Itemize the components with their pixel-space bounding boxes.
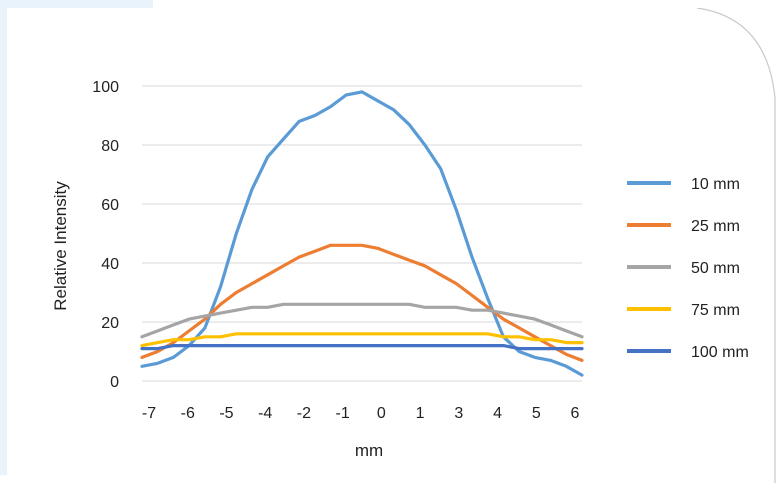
legend-label-75-mm: 75 mm bbox=[691, 302, 740, 319]
y-tick-label: 40 bbox=[101, 256, 119, 273]
series-line-50-mm bbox=[140, 302, 584, 339]
card-corner-border bbox=[696, 8, 776, 483]
x-tick-label: -2 bbox=[297, 405, 311, 422]
x-tick-label: 1 bbox=[416, 405, 425, 422]
x-tick-label: -1 bbox=[336, 405, 350, 422]
x-tick-label: -5 bbox=[219, 405, 233, 422]
x-tick-label: 4 bbox=[493, 405, 502, 422]
legend-label-50-mm: 50 mm bbox=[691, 260, 740, 277]
y-tick-label: 20 bbox=[101, 315, 119, 332]
series-line-100-mm bbox=[140, 344, 584, 351]
series-line-25-mm bbox=[140, 243, 584, 362]
y-tick-label: 80 bbox=[101, 138, 119, 155]
x-axis-title: mm bbox=[355, 441, 383, 460]
x-tick-label: 0 bbox=[377, 405, 386, 422]
legend-label-100-mm: 100 mm bbox=[691, 344, 749, 361]
chart-card: 0 20 40 60 80 100 -7 -6 -5 -4 -2 -1 0 1 3 4 5 6 10 mm 25 m… bbox=[7, 8, 777, 483]
x-tick-label: -6 bbox=[181, 405, 195, 422]
line-chart: 0 20 40 60 80 100 -7 -6 -5 -4 -2 -1 0 1 3 4 5 6 10 mm 25 m… bbox=[51, 8, 776, 483]
y-tick-label: 60 bbox=[101, 197, 119, 214]
x-tick-label: 5 bbox=[532, 405, 541, 422]
legend-label-25-mm: 25 mm bbox=[691, 218, 740, 235]
y-tick-label: 0 bbox=[110, 374, 119, 391]
x-tick-label: -4 bbox=[258, 405, 272, 422]
x-tick-label: 3 bbox=[454, 405, 463, 422]
legend-label-10-mm: 10 mm bbox=[691, 176, 740, 193]
series-line-75-mm bbox=[140, 332, 584, 348]
y-tick-label: 100 bbox=[92, 79, 119, 96]
x-tick-label: -7 bbox=[142, 405, 156, 422]
y-axis-title: Relative Intensity bbox=[51, 181, 70, 311]
x-tick-label: 6 bbox=[571, 405, 580, 422]
series-line-10-mm bbox=[140, 90, 584, 377]
